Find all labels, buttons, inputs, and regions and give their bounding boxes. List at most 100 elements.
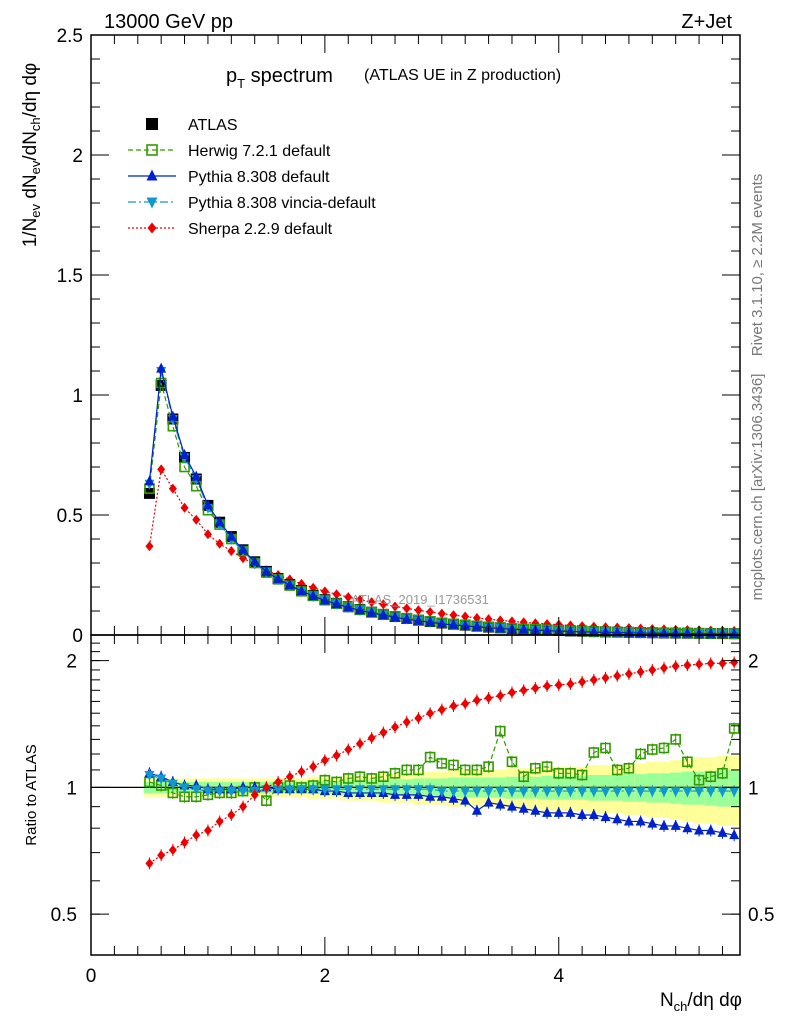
ratio-point — [518, 771, 529, 783]
main-point — [167, 410, 178, 421]
ratio-point — [483, 796, 494, 807]
plot-title: pT spectrum (ATLAS UE in Z production) — [226, 65, 561, 91]
ratio-point — [670, 734, 681, 745]
ratio-point — [425, 785, 436, 796]
ratio-point — [706, 658, 715, 669]
ratio-point — [647, 787, 658, 798]
ratio-point — [202, 787, 213, 798]
ratio-point — [611, 764, 623, 776]
ratio-point — [612, 787, 623, 798]
ratio-y-tick-label: 0.5 — [51, 905, 77, 926]
ratio-point — [588, 808, 599, 819]
ratio-point — [250, 789, 259, 800]
ratio-point — [331, 785, 342, 796]
ratio-point — [635, 815, 646, 826]
ratio-point — [471, 787, 482, 798]
ratio-point — [449, 701, 458, 712]
ratio-point — [472, 695, 481, 706]
x-tick-label: 4 — [553, 966, 564, 987]
title-note: (ATLAS UE in Z production) — [364, 67, 561, 84]
ratio-point — [471, 764, 483, 776]
x-tick-label: 0 — [86, 966, 97, 987]
ratio-point — [167, 779, 178, 790]
ratio-point — [367, 732, 376, 743]
ratio-point — [588, 747, 600, 758]
ratio-point — [648, 664, 657, 675]
ratio-point — [319, 785, 330, 796]
main-point — [565, 625, 576, 636]
ratio-point — [636, 666, 645, 677]
ratio-plot-frame — [90, 634, 741, 956]
y-tick-label: 0.5 — [57, 506, 83, 527]
legend: ATLAS Herwig 7.2.1 default Pythia 8.308 de… — [128, 117, 376, 238]
ratio-y-tick-label-right: 1 — [748, 778, 759, 799]
ratio-point — [705, 771, 717, 783]
ratio-point — [238, 787, 249, 798]
ratio-point — [483, 761, 494, 772]
main-point — [284, 579, 295, 590]
ratio-y-tick-label-right: 2 — [748, 652, 759, 673]
main-point — [144, 475, 155, 486]
ratio-point — [693, 774, 705, 786]
main-point — [215, 538, 224, 549]
ratio-point — [448, 787, 459, 798]
ratio-point — [506, 756, 518, 768]
legend-label: ATLAS — [188, 117, 238, 134]
main-point — [588, 626, 599, 637]
ratio-point — [530, 762, 541, 774]
ratio-point — [180, 837, 189, 848]
process-label: Z+Jet — [681, 11, 732, 33]
ratio-point — [518, 802, 529, 813]
main-point — [203, 529, 212, 540]
ratio-point — [274, 776, 283, 787]
main-point — [542, 624, 553, 635]
main-point — [156, 362, 167, 373]
main-point — [367, 597, 376, 608]
ratio-point — [215, 816, 224, 827]
ratio-point — [494, 725, 506, 737]
ratio-point — [530, 787, 541, 798]
ratio-point — [343, 785, 354, 796]
ratio-point — [670, 787, 681, 798]
ratio-point — [191, 785, 202, 796]
main-point — [344, 592, 353, 603]
ratio-point — [683, 660, 692, 671]
ratio-point — [705, 824, 716, 835]
ratio-point — [262, 782, 271, 793]
ratio-point — [576, 769, 588, 781]
ratio-point — [284, 785, 295, 796]
ratio-point — [495, 798, 506, 809]
main-point — [343, 601, 354, 612]
rivet-side-label: Rivet 3.1.10, ≥ 2.2M events — [749, 174, 766, 357]
ratio-point — [461, 698, 470, 709]
ratio-point — [285, 771, 294, 782]
y-tick-label: 1 — [72, 386, 83, 407]
ratio-point — [483, 787, 494, 798]
ratio-point — [436, 787, 447, 798]
ratio-point — [730, 657, 739, 668]
ratio-point — [436, 758, 448, 769]
main-point — [366, 606, 377, 617]
legend-label: Sherpa 2.2.9 default — [188, 221, 333, 238]
y-tick-label: 1.5 — [57, 266, 83, 287]
ratio-point — [565, 787, 576, 798]
ratio-y-tick-label: 2 — [66, 652, 77, 673]
ratio-point — [354, 785, 365, 796]
energy-label: 13000 GeV pp — [104, 11, 233, 33]
main-y-axis-label: 1/Nev dNev/dNch/dη dφ — [20, 63, 43, 248]
ratio-point — [296, 785, 307, 796]
ratio-point — [554, 679, 563, 690]
ratio-point — [401, 764, 413, 776]
main-point — [402, 603, 411, 614]
ratio-point — [413, 785, 424, 796]
ratio-point — [297, 766, 306, 777]
ratio-y-axis-label: Ratio to ATLAS — [23, 744, 40, 845]
main-point — [471, 620, 482, 631]
ratio-point — [157, 850, 166, 861]
ratio-point — [308, 785, 319, 796]
ratio-point — [354, 771, 366, 783]
ratio-point — [366, 773, 377, 784]
ratio-point — [682, 787, 693, 798]
main-point — [192, 514, 201, 525]
main-point — [495, 622, 506, 633]
